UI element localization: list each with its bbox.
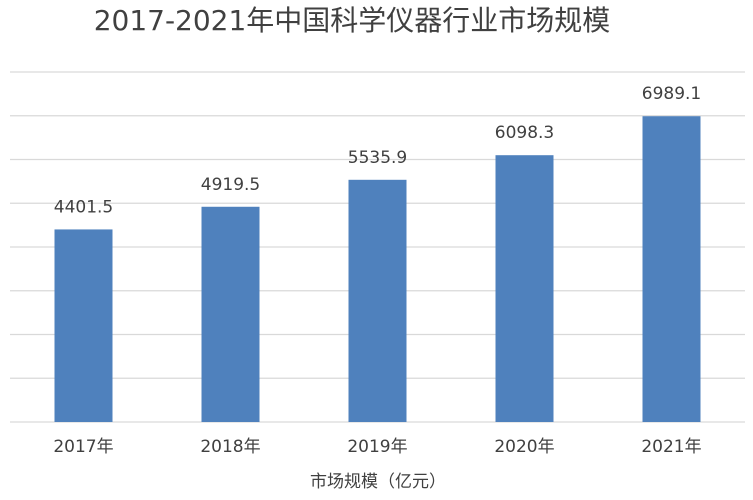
value-label: 5535.9 [348,148,407,168]
x-axis-label: 市场规模（亿元） [310,472,446,492]
chart-title: 2017-2021年中国科学仪器行业市场规模 [94,4,611,37]
value-label: 4919.5 [201,175,260,195]
x-tick-label: 2019年 [347,437,407,457]
x-tick-label: 2020年 [494,437,554,457]
value-label: 6098.3 [495,123,554,143]
bar [495,155,554,422]
bar [54,229,113,422]
value-label: 4401.5 [54,197,113,217]
x-tick-label: 2021年 [641,437,701,457]
x-tick-label: 2017年 [53,437,113,457]
x-tick-label: 2018年 [200,437,260,457]
value-label: 6989.1 [642,84,701,104]
bar [201,206,260,422]
bar [642,116,701,423]
bar [348,179,407,422]
